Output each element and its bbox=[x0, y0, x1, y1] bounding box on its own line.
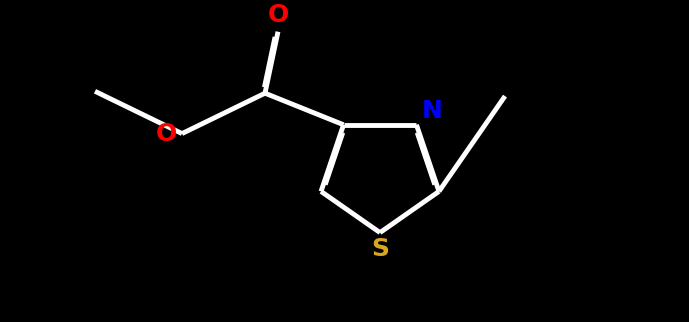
Text: O: O bbox=[156, 122, 177, 146]
Text: N: N bbox=[422, 99, 442, 123]
Text: S: S bbox=[371, 237, 389, 261]
Text: O: O bbox=[267, 3, 289, 27]
